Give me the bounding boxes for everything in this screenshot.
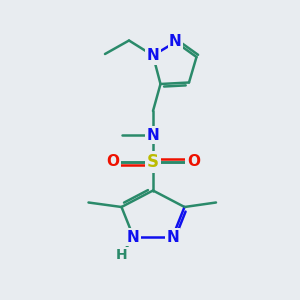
Text: O: O xyxy=(106,154,119,169)
Text: S: S xyxy=(147,153,159,171)
Text: N: N xyxy=(166,230,179,244)
Text: N: N xyxy=(147,128,159,142)
Text: N: N xyxy=(169,34,182,50)
Text: H: H xyxy=(116,248,127,262)
Text: O: O xyxy=(187,154,200,169)
Text: N: N xyxy=(127,230,140,244)
Text: N: N xyxy=(147,48,159,63)
